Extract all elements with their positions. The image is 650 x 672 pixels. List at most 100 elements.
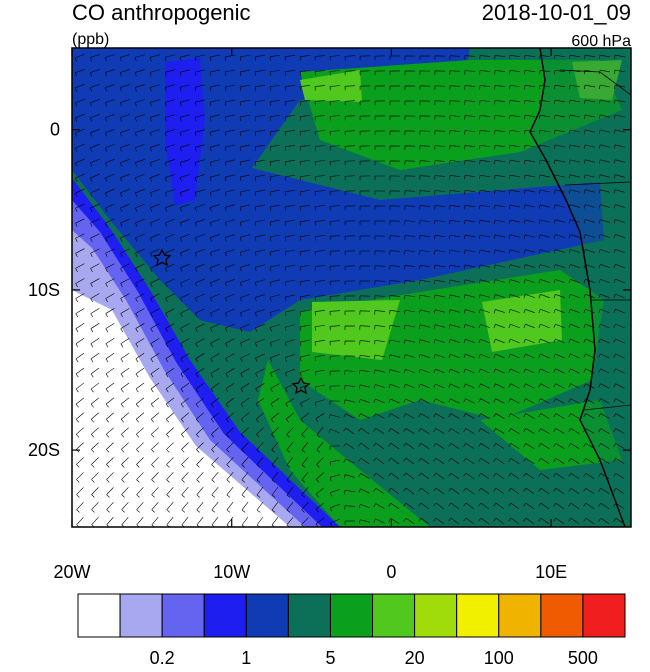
wind-barb [374,70,386,76]
wind-barb [569,84,580,90]
wind-barb [613,368,625,374]
wind-barb [254,234,265,242]
wind-barb [239,54,250,61]
wind-barb [433,398,445,404]
wind-barb [314,354,325,361]
wind-barb [105,397,115,408]
wind-barb [479,189,490,195]
wind-barb [538,219,550,224]
wind-barb [344,190,356,196]
wind-barb [104,54,115,62]
wind-barb [583,219,595,224]
wind-barb [165,412,175,423]
wind-barb [90,278,100,288]
wind-barb [494,55,506,60]
wind-barb [464,204,475,210]
wind-barb [494,189,505,195]
wind-barb [105,188,115,197]
wind-barb [329,385,341,391]
wind-barb [211,427,219,438]
wind-barb [464,234,475,240]
color-box [372,593,416,638]
wind-barb [523,323,535,329]
wind-barb [613,458,625,464]
wind-barb [256,427,264,438]
plot-frame [71,47,632,528]
wind-barb [271,442,279,453]
wind-barb [374,115,386,121]
wind-barb [583,443,595,449]
wind-barb [418,472,430,480]
wind-barb [554,114,565,120]
wind-barb [523,472,535,480]
wind-barb [241,427,249,438]
wind-barb [166,472,174,483]
wind-barb [359,190,371,196]
wind-barb [523,502,535,510]
wind-barb [388,354,400,359]
wind-barb [254,189,265,196]
wind-barb [613,159,625,164]
wind-barb [464,100,476,105]
wind-barb [75,278,85,288]
wind-barb [224,219,235,227]
wind-barb [583,502,595,510]
colorbar-label: 100 [484,648,514,667]
wind-barb [433,442,445,450]
wind-barb [241,457,249,468]
wind-barb [315,413,325,423]
wind-barb [90,233,100,242]
wind-barb [479,70,491,75]
wind-barb [508,487,520,495]
wind-barb [284,294,295,302]
wind-barb [106,472,114,483]
wind-barb [135,352,145,363]
wind-barb [165,323,175,333]
wind-barb [359,175,371,181]
wind-barb [299,85,311,91]
wind-barb [583,308,595,314]
wind-barb [434,115,446,120]
wind-barb [269,309,280,317]
wind-barb [463,368,475,374]
wind-barb [374,354,385,360]
wind-barb [598,144,610,149]
wind-barb [241,501,249,513]
wind-barb [508,458,520,464]
wind-barb [181,427,189,438]
wind-barb [434,175,446,180]
wind-barb [105,203,115,212]
wind-barb [434,249,445,255]
wind-barb [254,249,265,257]
wind-barb [75,128,85,137]
wind-barb [568,473,580,479]
wind-barb [373,472,385,480]
wind-barb [90,218,100,227]
wind-barb [598,428,610,434]
wind-barb [269,69,280,76]
wind-barb [269,219,280,226]
wind-barb [388,518,400,524]
wind-barb [209,204,220,212]
wind-barb [194,54,205,62]
wind-barb [89,69,100,77]
wind-barb [314,130,326,136]
wind-barb [225,397,235,408]
wind-barb [194,99,205,107]
wind-barb [150,323,160,333]
wind-barb [554,129,565,135]
wind-barb [554,84,565,90]
wind-barb [135,397,145,408]
wind-barb [224,204,235,212]
wind-barb [299,324,310,331]
wind-barb [598,323,610,329]
wind-barb [598,413,610,419]
wind-barb [314,85,326,91]
wind-barb [90,143,100,152]
wind-barb [284,115,295,121]
wind-barb [134,99,145,107]
wind-barb [179,204,190,212]
wind-barb [359,310,371,315]
wind-barb [151,472,159,483]
wind-barb [449,145,461,150]
